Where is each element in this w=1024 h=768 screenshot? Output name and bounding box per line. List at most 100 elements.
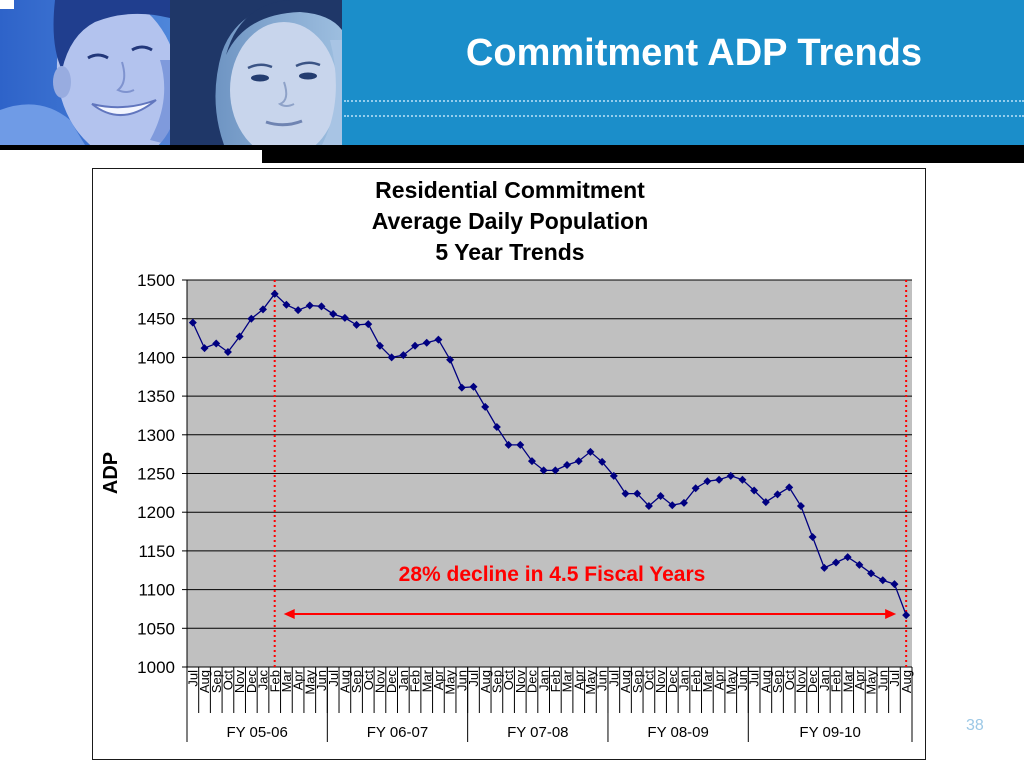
data-point [411, 341, 420, 350]
x-month-label: Jun [595, 670, 610, 691]
data-point [200, 344, 209, 353]
data-point [738, 475, 747, 484]
chart-title-line-1: Residential Commitment [375, 177, 645, 203]
x-month-label: Jun [875, 670, 890, 691]
x-month-label: Nov [373, 670, 388, 694]
x-month-label: Mar [560, 669, 575, 692]
x-month-label: Jan [396, 670, 411, 691]
data-point [586, 447, 595, 456]
x-month-label: May [864, 670, 879, 695]
x-month-label: Dec [525, 670, 540, 694]
data-point [831, 558, 840, 567]
x-month-label: Jan [677, 670, 692, 691]
x-month-label: Apr [431, 669, 446, 690]
slide-title: Commitment ADP Trends [465, 32, 922, 74]
y-tick-label: 1200 [137, 503, 175, 522]
data-point [796, 502, 805, 511]
x-month-label: Nov [653, 670, 668, 694]
data-point [808, 532, 817, 541]
x-month-label: Apr [571, 669, 586, 690]
data-point [434, 335, 443, 344]
data-point [691, 484, 700, 493]
header-photos [0, 0, 342, 145]
data-point [516, 440, 525, 449]
data-point [223, 347, 232, 356]
y-tick-label: 1450 [137, 310, 175, 329]
x-month-label: Aug [478, 670, 493, 693]
x-month-label: Jul [466, 670, 481, 687]
x-month-label: Feb [829, 670, 844, 692]
page-number: 38 [966, 717, 984, 734]
x-month-label: Mar [419, 669, 434, 692]
data-point [282, 300, 291, 309]
x-month-label: Mar [840, 669, 855, 692]
data-point [399, 351, 408, 360]
x-month-label: Oct [361, 670, 376, 691]
data-point [679, 498, 688, 507]
x-month-label: Nov [232, 670, 247, 694]
data-point [188, 318, 197, 327]
annotation-layer [283, 609, 897, 619]
x-month-label: Nov [513, 670, 528, 694]
x-month-label: Jul [606, 670, 621, 687]
data-point [773, 490, 782, 499]
x-month-label: Jan [817, 670, 832, 691]
data-point [855, 560, 864, 569]
data-point [527, 457, 536, 466]
data-point [563, 460, 572, 469]
x-month-label: Aug [618, 670, 633, 693]
data-point [656, 491, 665, 500]
data-point [422, 338, 431, 347]
y-tick-label: 1050 [137, 619, 175, 638]
decline-arrow-head-right [885, 609, 897, 619]
x-month-label: Jac [256, 670, 271, 691]
data-point [902, 611, 911, 620]
x-month-label: Feb [408, 670, 423, 692]
x-month-label: Sep [489, 670, 504, 693]
data-point [305, 301, 314, 310]
data-point [644, 502, 653, 511]
data-point [317, 302, 326, 311]
data-point [259, 305, 268, 314]
x-month-label: Oct [782, 670, 797, 691]
x-month-label: Dec [384, 670, 399, 694]
data-point [446, 355, 455, 364]
x-month-label: Feb [267, 670, 282, 692]
x-month-label: Sep [209, 670, 224, 693]
decline-annotation-text: 28% decline in 4.5 Fiscal Years [399, 563, 706, 586]
data-point [457, 383, 466, 392]
y-tick-label: 1350 [137, 387, 175, 406]
data-point [247, 314, 256, 323]
y-axis-label: ADP [100, 452, 122, 494]
x-month-label: Sep [349, 670, 364, 693]
data-point [539, 466, 548, 475]
x-month-label: Jun [314, 670, 329, 691]
y-tick-label: 1500 [137, 271, 175, 290]
x-month-label: Dec [805, 670, 820, 694]
x-group-label: FY 06-07 [367, 724, 428, 741]
header-dotted-rule-top [344, 100, 1024, 102]
data-point [715, 475, 724, 484]
data-point [890, 580, 899, 589]
header-dotted-rule-bottom [344, 115, 1024, 117]
data-point [633, 489, 642, 498]
x-month-label: Jul [326, 670, 341, 687]
gridlines [182, 279, 912, 668]
data-point [750, 486, 759, 495]
x-month-label: Jul [185, 670, 200, 687]
y-tick-label: 1100 [138, 581, 175, 600]
x-month-label: Jan [536, 670, 551, 691]
x-month-label: Dec [665, 670, 680, 694]
x-month-label: Mar [700, 669, 715, 692]
data-point [574, 457, 583, 466]
x-month-label: Apr [852, 669, 867, 690]
x-month-label: Dec [244, 670, 259, 694]
x-month-label: Mar [279, 669, 294, 692]
x-month-label: Aug [899, 670, 914, 693]
photo-girl [170, 0, 342, 145]
data-point [668, 501, 677, 510]
x-group-label: FY 08-09 [647, 724, 708, 741]
x-month-label: Sep [770, 670, 785, 693]
data-point [352, 320, 361, 329]
x-month-label: May [583, 670, 598, 695]
